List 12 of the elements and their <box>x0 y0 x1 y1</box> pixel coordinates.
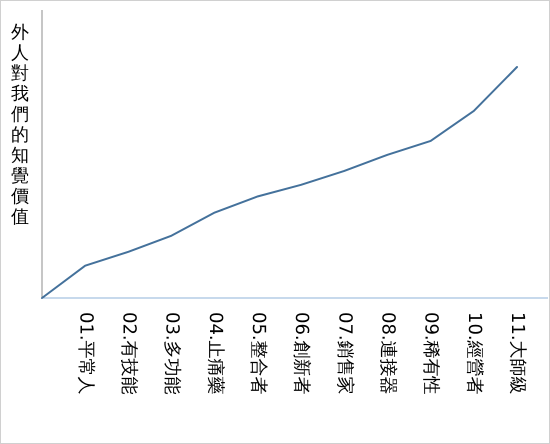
x-tick-label: 11.大師級 <box>507 312 528 395</box>
x-tick-label: 07.銷售家 <box>334 312 356 395</box>
x-tick-label: 02.有技能 <box>118 312 140 395</box>
x-tick-label: 04.止痛藥 <box>204 312 226 395</box>
x-tick-label: 05.整合者 <box>248 312 269 395</box>
x-tick-label: 08.連接器 <box>378 312 399 395</box>
x-tick-label: 03.多功能 <box>162 312 183 395</box>
x-tick-label: 10.經營者 <box>464 312 485 395</box>
x-tick-label: 06.創新者 <box>291 312 312 395</box>
x-tick-label: 09.稀有性 <box>420 312 442 395</box>
x-tick-label: 01.平常人 <box>75 312 96 395</box>
text: 外人對我們的知覺價值 <box>11 22 29 228</box>
